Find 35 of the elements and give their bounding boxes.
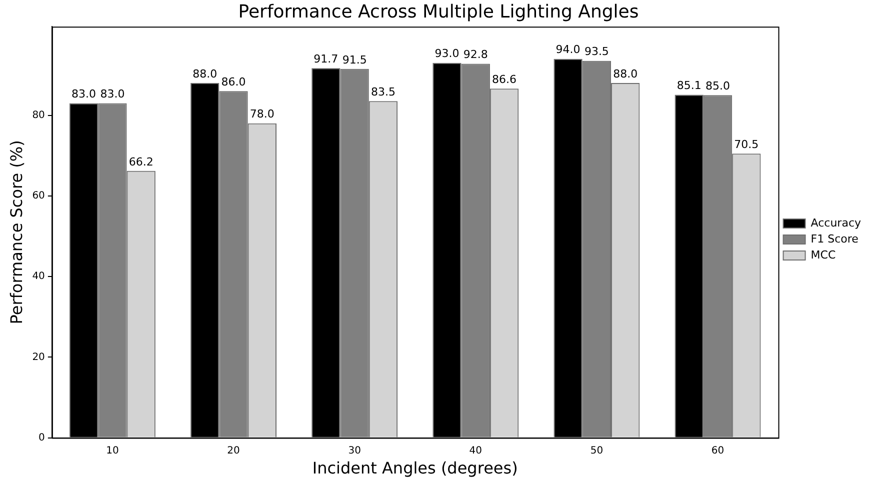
data-label: 78.0 [250,108,274,121]
y-tick-label: 80 [32,110,45,121]
data-label: 70.5 [734,138,759,151]
y-tick-label: 20 [32,352,45,363]
data-label: 66.2 [128,155,154,168]
data-label: 88.0 [613,67,638,80]
x-tick-label: 20 [227,445,240,456]
y-tick-label: 40 [32,271,45,282]
x-tick-label: 60 [711,445,724,456]
legend-label: Accuracy [810,216,862,230]
data-label: 86.6 [492,73,517,86]
data-label: 85.1 [676,79,702,92]
data-label: 86.0 [221,75,246,88]
y-tick-label: 0 [38,432,45,444]
chart-title: Performance Across Multiple Lighting Angles [238,1,639,22]
data-label: 93.5 [584,45,609,58]
x-tick-label: 30 [348,445,361,456]
y-axis-title: Performance Score (%) [6,140,26,324]
x-axis-title: Incident Angles (degrees) [312,458,518,478]
data-label: 91.7 [314,52,338,66]
data-label: 83.5 [370,86,396,99]
data-label: 83.0 [100,88,125,101]
legend-label: F1 Score [810,232,859,246]
data-label: 92.8 [463,48,488,62]
data-label: 93.0 [434,47,460,60]
data-label: 94.0 [556,43,580,56]
x-tick-label: 40 [469,445,482,456]
x-tick-label: 50 [590,445,604,456]
data-label: 88.0 [192,67,218,80]
data-label: 85.0 [706,79,730,92]
data-label: 83.0 [72,88,96,101]
legend-label: MCC [810,248,836,262]
x-tick-label: 10 [106,445,119,456]
data-label: 91.5 [342,53,367,66]
y-tick-label: 60 [32,190,45,202]
